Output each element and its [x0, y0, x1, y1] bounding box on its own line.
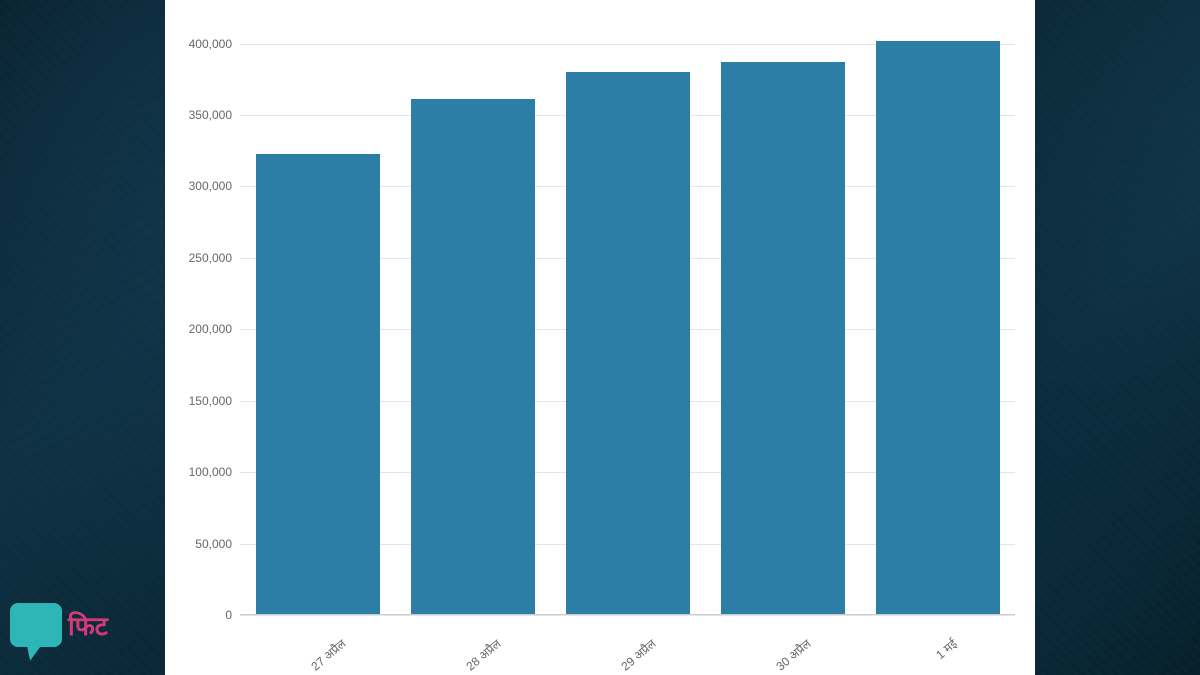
bar-slot: 27 अप्रैल	[240, 15, 395, 615]
speech-bubble-icon	[10, 603, 62, 647]
bar	[876, 41, 1000, 615]
bar	[721, 62, 845, 615]
y-tick-label: 200,000	[189, 322, 232, 336]
x-tick-label: 1 मई	[931, 635, 960, 663]
bar-slot: 30 अप्रैल	[705, 15, 860, 615]
y-tick-label: 100,000	[189, 465, 232, 479]
y-tick-label: 50,000	[195, 537, 232, 551]
y-tick-label: 0	[225, 608, 232, 622]
chart-panel: 0 50,000 100,000 150,000 200,000 250,000 300,0…	[165, 0, 1035, 675]
y-tick-label: 300,000	[189, 179, 232, 193]
gridline	[240, 615, 1015, 616]
x-axis-line	[240, 614, 1015, 615]
bar	[566, 72, 690, 615]
fit-logo: फिट	[10, 603, 108, 647]
x-tick-label: 28 अप्रैल	[462, 635, 504, 674]
bars-container: 27 अप्रैल28 अप्रैल29 अप्रैल30 अप्रैल1 मई	[240, 15, 1015, 615]
logo-text: फिट	[68, 607, 108, 643]
bar-slot: 1 मई	[860, 15, 1015, 615]
y-tick-label: 350,000	[189, 108, 232, 122]
x-tick-label: 27 अप्रैल	[307, 635, 349, 674]
y-tick-label: 400,000	[189, 37, 232, 51]
bar	[256, 154, 380, 615]
bar-slot: 28 अप्रैल	[395, 15, 550, 615]
y-tick-label: 150,000	[189, 394, 232, 408]
bar-slot: 29 अप्रैल	[550, 15, 705, 615]
x-tick-label: 30 अप्रैल	[772, 635, 814, 674]
plot-area: 050,000100,000150,000200,000250,000300,0…	[240, 15, 1015, 615]
x-tick-label: 29 अप्रैल	[617, 635, 659, 674]
bar	[411, 99, 535, 615]
y-tick-label: 250,000	[189, 251, 232, 265]
